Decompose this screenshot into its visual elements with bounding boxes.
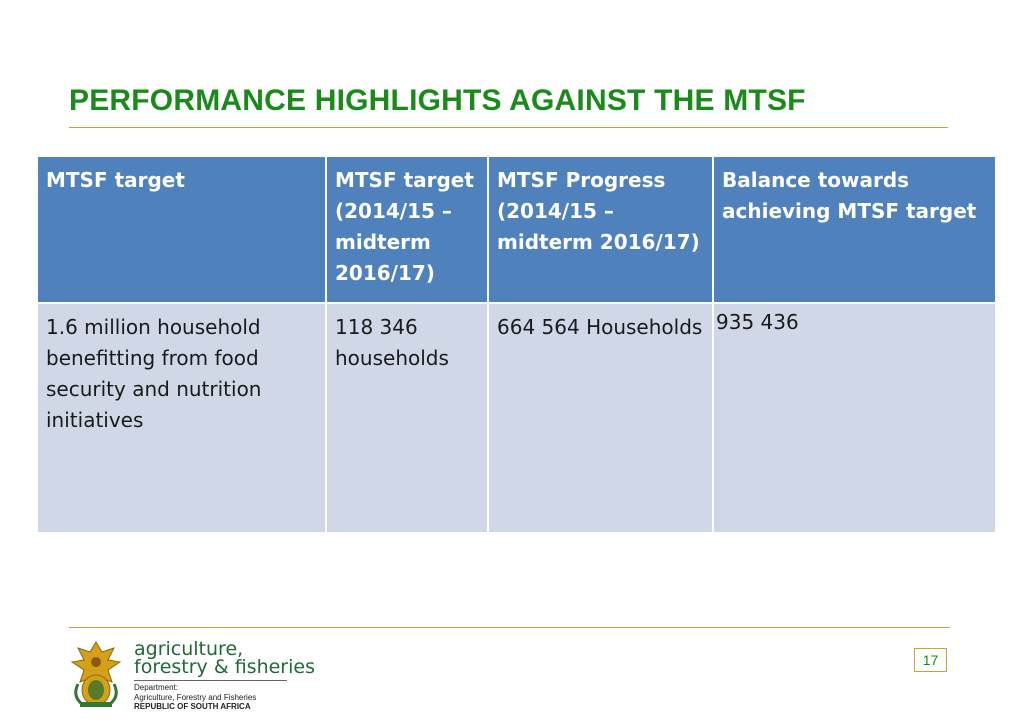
header-balance: Balance towards achieving MTSF target xyxy=(712,155,997,304)
mtsf-table: MTSF target MTSF target (2014/15 – midte… xyxy=(36,155,997,534)
cell-target-midterm: 118 346 households xyxy=(325,302,489,534)
coat-of-arms-icon xyxy=(70,641,122,707)
brand-name-line2: forestry & fisheries xyxy=(134,656,315,678)
department-logo: agriculture, forestry & fisheries Depart… xyxy=(68,638,315,718)
table-row: 1.6 million household benefitting from f… xyxy=(36,302,997,534)
department-label: Department: xyxy=(134,683,179,692)
table-header-row: MTSF target MTSF target (2014/15 – midte… xyxy=(36,155,997,304)
slide-title: PERFORMANCE HIGHLIGHTS AGAINST THE MTSF xyxy=(69,84,806,117)
header-mtsf-target-midterm: MTSF target (2014/15 – midterm 2016/17) xyxy=(325,155,489,304)
cell-balance: 935 436 xyxy=(712,302,997,534)
cell-progress: 664 564 Households xyxy=(487,302,714,534)
title-divider xyxy=(69,127,948,128)
header-mtsf-progress: MTSF Progress (2014/15 – midterm 2016/17… xyxy=(487,155,714,304)
cell-target: 1.6 million household benefitting from f… xyxy=(36,302,327,534)
page-number: 17 xyxy=(914,648,947,672)
header-mtsf-target: MTSF target xyxy=(36,155,327,304)
footer-divider xyxy=(69,627,950,628)
country-name: REPUBLIC OF SOUTH AFRICA xyxy=(134,702,251,711)
department-name: Agriculture, Forestry and Fisheries xyxy=(134,693,257,702)
brand-name-line1: agriculture, xyxy=(134,638,244,660)
brand-divider xyxy=(134,680,287,681)
